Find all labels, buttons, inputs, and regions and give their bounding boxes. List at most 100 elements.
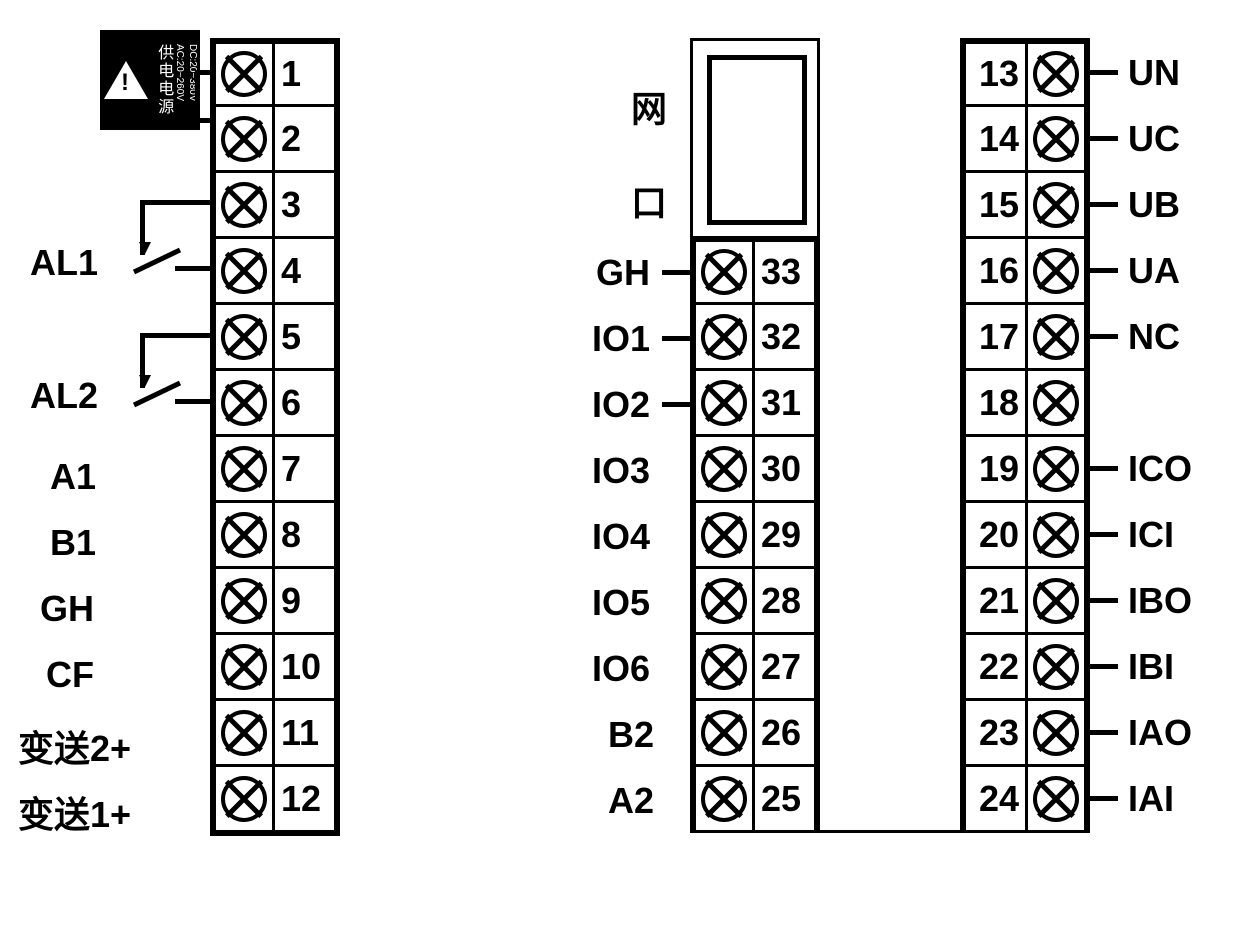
terminal-row: 4 bbox=[213, 239, 337, 305]
terminal-number: 5 bbox=[275, 316, 334, 358]
terminal-row: 7 bbox=[213, 437, 337, 503]
terminal-number: 21 bbox=[966, 580, 1025, 622]
screw-icon bbox=[1033, 578, 1079, 624]
screw-icon bbox=[221, 578, 267, 624]
switch-al1-icon bbox=[110, 190, 210, 280]
wire-stub bbox=[662, 402, 690, 407]
terminal-number: 2 bbox=[275, 118, 334, 160]
screw-icon bbox=[1033, 380, 1079, 426]
terminal-row: 9 bbox=[213, 569, 337, 635]
screw-icon bbox=[221, 314, 267, 360]
terminal-number: 32 bbox=[755, 316, 814, 358]
screw-icon bbox=[1033, 51, 1079, 97]
screw-icon bbox=[701, 446, 747, 492]
terminal-row: 25 bbox=[693, 767, 817, 833]
terminal-number: 20 bbox=[966, 514, 1025, 556]
terminal-row: 1 bbox=[213, 41, 337, 107]
screw-icon bbox=[701, 776, 747, 822]
terminal-block-2: 33 32 31 30 29 28 27 26 25 bbox=[690, 38, 820, 833]
warning-ac: AC:20~260V bbox=[173, 44, 186, 116]
label-ua: UA bbox=[1128, 250, 1180, 292]
label-a1: A1 bbox=[50, 456, 96, 498]
screw-icon bbox=[221, 644, 267, 690]
screw-icon bbox=[221, 776, 267, 822]
terminal-number: 12 bbox=[275, 778, 334, 820]
screw-icon bbox=[701, 380, 747, 426]
label-iai: IAI bbox=[1128, 778, 1174, 820]
screw-icon bbox=[221, 512, 267, 558]
terminal-row: 15 bbox=[963, 173, 1087, 239]
terminal-number: 9 bbox=[275, 580, 334, 622]
label-ico: ICO bbox=[1128, 448, 1192, 490]
terminal-row: 22 bbox=[963, 635, 1087, 701]
wire-stub bbox=[1090, 136, 1118, 141]
label-tx2: 变送2+ bbox=[18, 720, 131, 772]
terminal-number: 15 bbox=[966, 184, 1025, 226]
terminal-row: 28 bbox=[693, 569, 817, 635]
terminal-number: 17 bbox=[966, 316, 1025, 358]
wire-stub bbox=[195, 70, 200, 123]
screw-icon bbox=[1033, 776, 1079, 822]
label-al1: AL1 bbox=[30, 242, 98, 284]
terminal-number: 27 bbox=[755, 646, 814, 688]
terminal-number: 24 bbox=[966, 778, 1025, 820]
screw-icon bbox=[701, 578, 747, 624]
wire-stub bbox=[1090, 796, 1118, 801]
terminal-number: 1 bbox=[275, 53, 334, 95]
screw-icon bbox=[221, 380, 267, 426]
label-ub: UB bbox=[1128, 184, 1180, 226]
label-io1: IO1 bbox=[592, 318, 650, 360]
label-io5: IO5 bbox=[592, 582, 650, 624]
terminal-row: 27 bbox=[693, 635, 817, 701]
screw-icon bbox=[221, 182, 267, 228]
terminal-number: 31 bbox=[755, 382, 814, 424]
warning-title: 供电电源 bbox=[154, 44, 173, 116]
terminal-number: 13 bbox=[966, 53, 1025, 95]
terminal-row: 5 bbox=[213, 305, 337, 371]
terminal-row: 12 bbox=[213, 767, 337, 833]
wire-stub bbox=[1090, 268, 1118, 273]
terminal-number: 7 bbox=[275, 448, 334, 490]
terminal-row: 26 bbox=[693, 701, 817, 767]
terminal-block-1: 1 2 3 4 5 6 7 8 9 10 11 12 bbox=[210, 38, 340, 836]
screw-icon bbox=[1033, 644, 1079, 690]
terminal-row: 18 bbox=[963, 371, 1087, 437]
label-gh2: GH bbox=[596, 252, 650, 294]
terminal-number: 28 bbox=[755, 580, 814, 622]
terminal-number: 23 bbox=[966, 712, 1025, 754]
screw-icon bbox=[701, 314, 747, 360]
screw-icon bbox=[701, 512, 747, 558]
label-io6: IO6 bbox=[592, 648, 650, 690]
terminal-row: 6 bbox=[213, 371, 337, 437]
terminal-row: 24 bbox=[963, 767, 1087, 833]
terminal-row: 33 bbox=[693, 239, 817, 305]
ethernet-port-icon bbox=[707, 55, 807, 225]
screw-icon bbox=[701, 249, 747, 295]
switch-al2-icon bbox=[110, 323, 210, 413]
label-al2: AL2 bbox=[30, 375, 98, 417]
terminal-number: 33 bbox=[755, 251, 814, 293]
screw-icon bbox=[1033, 314, 1079, 360]
wire-stub bbox=[1090, 202, 1118, 207]
terminal-row: 31 bbox=[693, 371, 817, 437]
terminal-number: 6 bbox=[275, 382, 334, 424]
terminal-row: 8 bbox=[213, 503, 337, 569]
bottom-connector bbox=[690, 830, 1090, 833]
screw-icon bbox=[1033, 182, 1079, 228]
terminal-number: 8 bbox=[275, 514, 334, 556]
label-iao: IAO bbox=[1128, 712, 1192, 754]
terminal-number: 14 bbox=[966, 118, 1025, 160]
label-uc: UC bbox=[1128, 118, 1180, 160]
terminal-number: 16 bbox=[966, 250, 1025, 292]
label-gh: GH bbox=[40, 588, 94, 630]
terminal-row: 20 bbox=[963, 503, 1087, 569]
label-cf: CF bbox=[46, 654, 94, 696]
label-un: UN bbox=[1128, 52, 1180, 94]
terminal-row: 19 bbox=[963, 437, 1087, 503]
wire-stub bbox=[1090, 532, 1118, 537]
label-ici: ICI bbox=[1128, 514, 1174, 556]
screw-icon bbox=[1033, 512, 1079, 558]
screw-icon bbox=[1033, 710, 1079, 756]
ethernet-slot bbox=[693, 41, 817, 239]
wire-stub bbox=[200, 118, 212, 123]
